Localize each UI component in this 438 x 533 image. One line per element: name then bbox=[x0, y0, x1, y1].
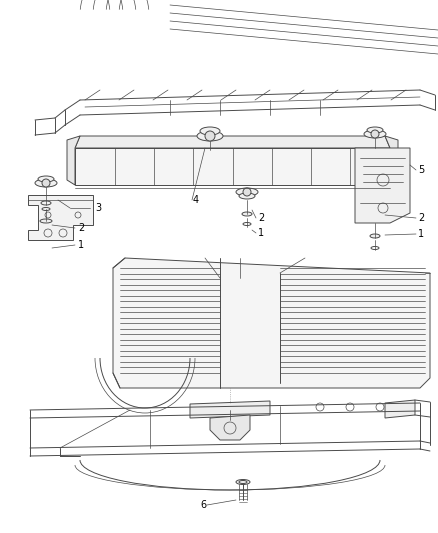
Ellipse shape bbox=[242, 212, 252, 216]
Polygon shape bbox=[355, 148, 410, 223]
Text: 2: 2 bbox=[78, 223, 84, 233]
Polygon shape bbox=[210, 415, 250, 440]
Text: 1: 1 bbox=[78, 240, 84, 250]
Polygon shape bbox=[28, 195, 93, 240]
Ellipse shape bbox=[200, 127, 220, 135]
Ellipse shape bbox=[38, 176, 54, 182]
Text: 4: 4 bbox=[193, 195, 199, 205]
Ellipse shape bbox=[40, 219, 52, 223]
Ellipse shape bbox=[370, 234, 380, 238]
Ellipse shape bbox=[197, 131, 223, 141]
Text: 5: 5 bbox=[418, 165, 424, 175]
Circle shape bbox=[371, 130, 379, 138]
Ellipse shape bbox=[364, 130, 386, 138]
Text: 3: 3 bbox=[95, 203, 101, 213]
Polygon shape bbox=[385, 400, 415, 418]
Text: 1: 1 bbox=[258, 228, 264, 238]
Circle shape bbox=[205, 131, 215, 141]
Ellipse shape bbox=[367, 127, 383, 133]
Polygon shape bbox=[113, 258, 430, 388]
Polygon shape bbox=[75, 148, 390, 185]
Ellipse shape bbox=[239, 193, 255, 199]
Circle shape bbox=[42, 179, 50, 187]
Ellipse shape bbox=[236, 188, 258, 196]
Ellipse shape bbox=[35, 179, 57, 187]
Text: 2: 2 bbox=[258, 213, 264, 223]
Text: 1: 1 bbox=[418, 229, 424, 239]
Circle shape bbox=[243, 188, 251, 196]
Polygon shape bbox=[190, 401, 270, 418]
Ellipse shape bbox=[236, 480, 250, 484]
Text: 6: 6 bbox=[200, 500, 206, 510]
Text: 2: 2 bbox=[418, 213, 424, 223]
Polygon shape bbox=[67, 136, 80, 185]
Polygon shape bbox=[385, 136, 398, 185]
Polygon shape bbox=[75, 136, 390, 148]
